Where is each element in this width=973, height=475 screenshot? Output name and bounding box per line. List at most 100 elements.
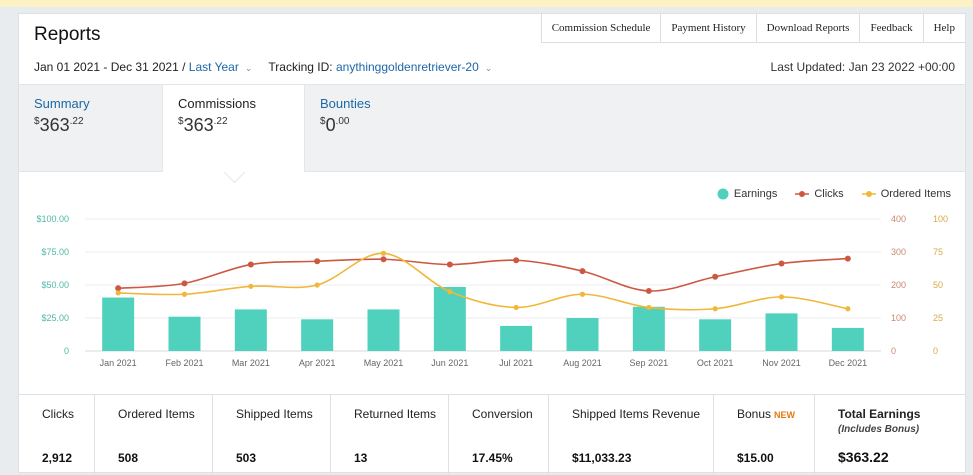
last-updated: Last Updated: Jan 23 2022 +00:00: [770, 60, 955, 74]
stat-value: 503: [236, 451, 257, 465]
payment-history-button[interactable]: Payment History: [660, 14, 756, 43]
x-tick-label: Jan 2021: [100, 358, 137, 368]
clicks-point: [513, 257, 520, 264]
report-filters: Jan 01 2021 - Dec 31 2021 / Last Year ⌄ T…: [34, 60, 492, 74]
report-toolbar: Commission Schedule Payment History Down…: [540, 14, 965, 43]
stat-label: Shipped Items: [236, 407, 313, 421]
chart-legend: Earnings Clicks Ordered Items: [717, 188, 951, 200]
ordered-items-point: [513, 304, 519, 311]
new-badge: NEW: [774, 410, 796, 420]
earnings-swatch-icon: [717, 188, 729, 200]
clicks-point: [778, 260, 785, 267]
chevron-down-icon: ⌄: [244, 63, 253, 73]
earnings-bar: [367, 309, 400, 351]
stat-label: Total Earnings: [838, 407, 921, 421]
earnings-bar: [168, 316, 201, 351]
y-right2-tick-label: 0: [933, 346, 938, 356]
stat-ordered-items: Ordered Items 508: [95, 395, 213, 475]
clicks-point: [645, 287, 652, 294]
ordered-items-point: [712, 306, 718, 312]
page-title: Reports: [34, 24, 101, 45]
feedback-button[interactable]: Feedback: [859, 14, 923, 43]
x-tick-label: Oct 2021: [697, 358, 734, 368]
date-range-text: Jan 01 2021 - Dec 31 2021 /: [34, 60, 186, 74]
legend-ordered-items[interactable]: Ordered Items: [861, 188, 951, 200]
y-right1-tick-label: 200: [891, 280, 906, 290]
x-tick-label: Feb 2021: [165, 358, 203, 368]
y-left-tick-label: $75.00: [41, 247, 69, 257]
tab-commissions[interactable]: Commissions $363.22: [162, 85, 305, 184]
clicks-swatch-icon: [795, 191, 810, 197]
legend-earnings[interactable]: Earnings: [717, 188, 777, 200]
x-tick-label: Dec 2021: [829, 358, 868, 368]
y-left-tick-label: $25.00: [41, 313, 69, 323]
tracking-id-dropdown[interactable]: anythinggoldenretriever-20 ⌄: [336, 60, 492, 74]
legend-clicks[interactable]: Clicks: [795, 188, 844, 200]
clicks-point: [314, 258, 321, 265]
ordered-items-point: [579, 291, 586, 297]
clicks-point: [579, 268, 586, 275]
x-tick-label: May 2021: [364, 358, 404, 368]
y-right1-tick-label: 300: [891, 247, 906, 257]
earnings-bar: [301, 319, 334, 351]
tab-summary[interactable]: Summary $363.22: [19, 85, 162, 171]
y-right2-tick-label: 50: [933, 280, 943, 290]
help-button[interactable]: Help: [922, 14, 965, 43]
tab-commissions-amount: $363.22: [178, 115, 228, 135]
y-right1-tick-label: 0: [891, 346, 896, 356]
clicks-point: [181, 280, 188, 287]
tab-summary-amount: $363.22: [34, 115, 84, 135]
chevron-down-icon: ⌄: [484, 63, 493, 73]
stat-total-earnings: Total Earnings (Includes Bonus) $363.22: [815, 395, 965, 475]
earnings-bar: [102, 297, 135, 351]
clicks-line: [118, 257, 848, 292]
stat-value: $11,033.23: [572, 451, 632, 465]
stat-clicks: Clicks 2,912: [19, 395, 95, 475]
commission-schedule-button[interactable]: Commission Schedule: [540, 14, 661, 43]
stat-value: 2,912: [42, 451, 73, 465]
tab-summary-label: Summary: [34, 96, 90, 111]
ordered-items-point: [778, 294, 785, 300]
ordered-items-swatch-icon: [861, 191, 876, 197]
stat-sub-label: (Includes Bonus): [838, 424, 920, 435]
reports-panel: Reports Commission Schedule Payment Hist…: [18, 13, 966, 475]
earnings-bar: [699, 319, 732, 351]
stat-label: Shipped Items Revenue: [572, 407, 701, 421]
period-label: Last Year: [188, 60, 239, 74]
stat-label: Bonus NEW: [737, 407, 796, 421]
y-right1-tick-label: 100: [891, 313, 906, 323]
stat-value: $15.00: [737, 451, 774, 465]
tab-bounties[interactable]: Bounties $0.00: [305, 85, 448, 171]
x-tick-label: Nov 2021: [762, 358, 801, 368]
stat-label: Clicks: [42, 407, 74, 421]
clicks-point: [844, 255, 851, 262]
stat-shipped-items: Shipped Items 503: [213, 395, 331, 475]
earnings-bar: [831, 327, 864, 351]
stat-shipped-revenue: Shipped Items Revenue $11,033.23: [549, 395, 714, 475]
stat-label: Returned Items: [354, 407, 437, 421]
y-right2-tick-label: 25: [933, 313, 943, 323]
y-right1-tick-label: 400: [891, 214, 906, 224]
x-tick-label: Jun 2021: [431, 358, 468, 368]
summary-tabs: Summary $363.22 Commissions $363.22 Boun…: [19, 84, 965, 184]
clicks-point: [115, 285, 122, 292]
ordered-items-line: [118, 252, 848, 311]
stat-bonus: Bonus NEW $15.00: [714, 395, 815, 475]
earnings-bar: [765, 313, 798, 351]
download-reports-button[interactable]: Download Reports: [755, 14, 860, 43]
earnings-bar: [234, 309, 267, 351]
stat-value: 508: [118, 451, 139, 465]
y-left-tick-label: $50.00: [41, 280, 69, 290]
ordered-items-point: [646, 304, 652, 311]
period-dropdown[interactable]: Last Year ⌄: [189, 60, 253, 74]
x-tick-label: Jul 2021: [499, 358, 533, 368]
earnings-bar: [433, 286, 466, 351]
stat-label: Conversion: [472, 407, 533, 421]
clicks-point: [712, 273, 719, 280]
ordered-items-point: [380, 250, 387, 256]
active-tab-pointer: [223, 161, 246, 184]
tracking-id-label: Tracking ID:: [268, 60, 333, 74]
stat-returned-items: Returned Items 13: [331, 395, 449, 475]
ordered-items-point: [181, 291, 188, 297]
clicks-point: [446, 261, 453, 268]
